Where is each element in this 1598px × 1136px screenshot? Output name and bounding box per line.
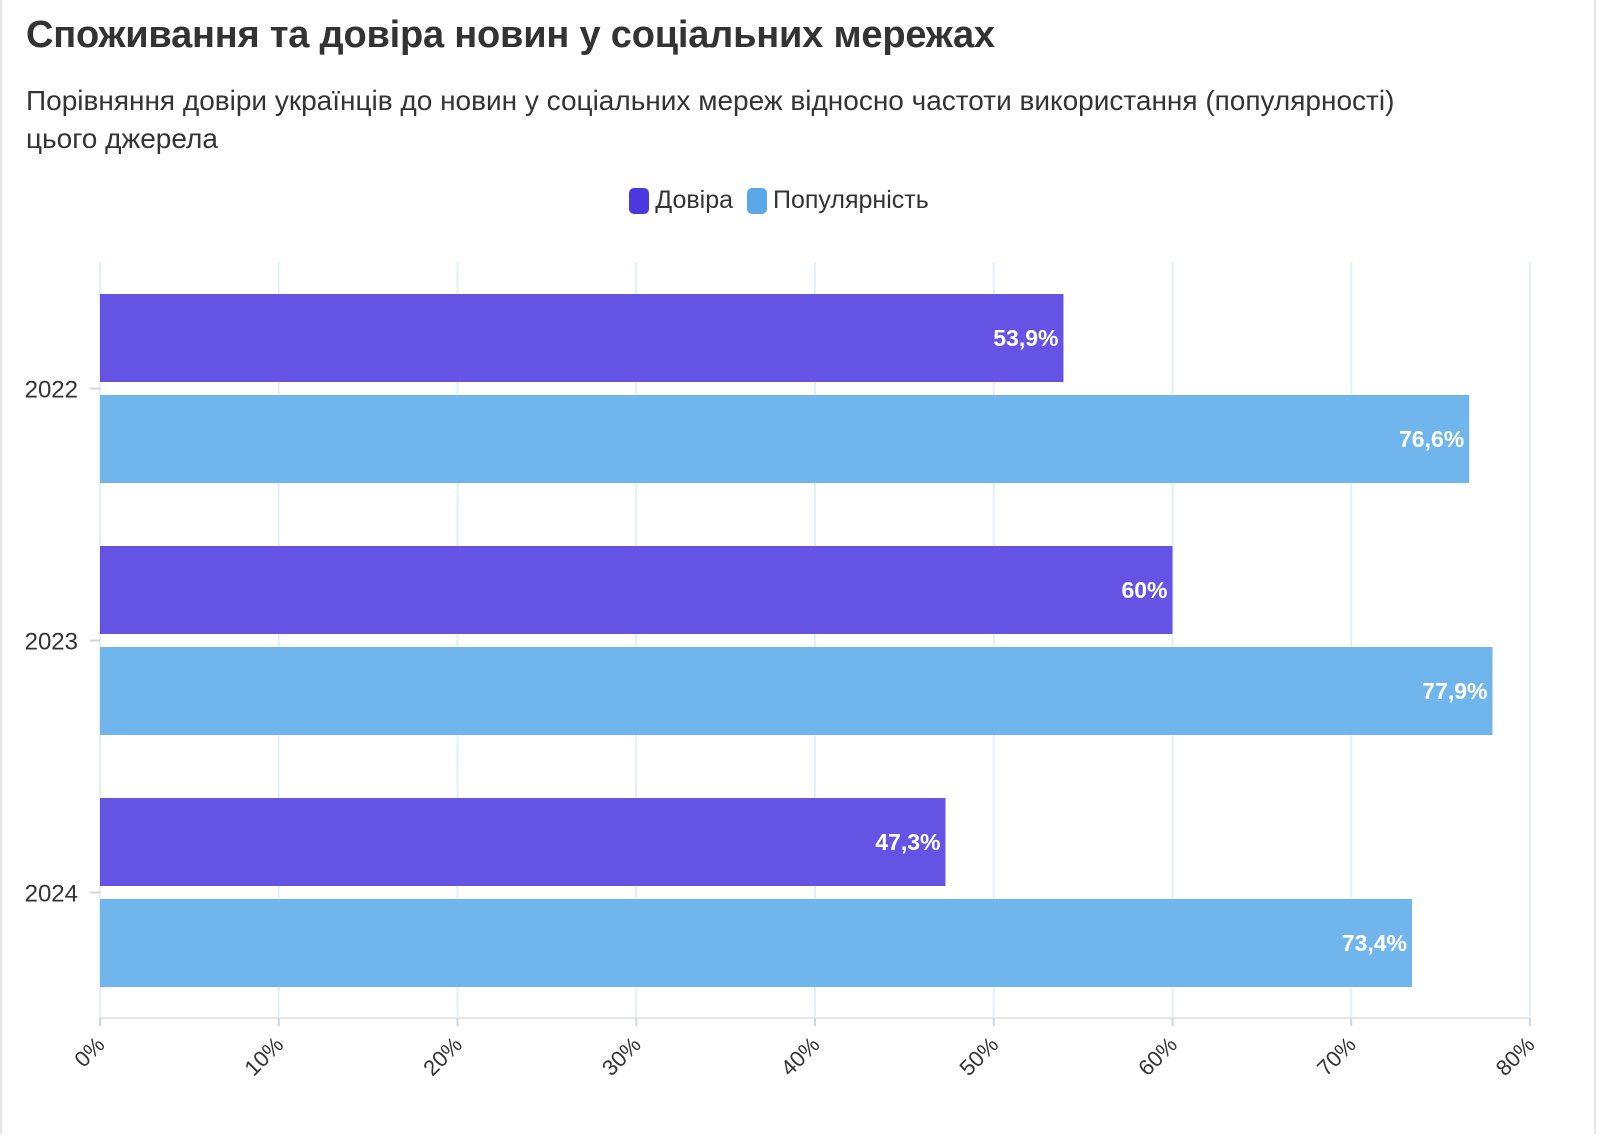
x-tick-label-1: 10% (239, 1032, 288, 1081)
category-label-2023: 2023 (25, 629, 78, 656)
bar-trust-2024 (100, 798, 946, 886)
bar-label-popularity-2024: 73,4% (1342, 930, 1407, 956)
category-label-2024: 2024 (25, 881, 78, 908)
x-tick-label-2: 20% (418, 1032, 467, 1081)
x-tick-label-6: 60% (1133, 1032, 1182, 1081)
legend-label-popularity: Популярність (773, 186, 929, 214)
x-tick-label-0: 0% (69, 1032, 109, 1072)
x-tick-label-7: 70% (1312, 1032, 1361, 1081)
chart-subtitle: Порівняння довіри українців до новин у с… (26, 85, 1395, 154)
x-tick-label-3: 30% (597, 1032, 646, 1081)
legend-item-popularity[interactable]: Популярність (747, 186, 929, 215)
x-tick-label-4: 40% (776, 1032, 825, 1081)
legend-label-trust: Довіра (655, 186, 734, 214)
category-label-2022: 2022 (25, 377, 78, 404)
legend: Довіра Популярність (0, 186, 1598, 215)
legend-swatch-trust (629, 187, 650, 214)
bar-popularity-2022 (100, 395, 1470, 483)
legend-item-trust[interactable]: Довіра (629, 186, 733, 215)
bar-trust-2022 (100, 294, 1064, 382)
bar-label-popularity-2023: 77,9% (1422, 678, 1487, 704)
bar-trust-2023 (100, 546, 1173, 634)
bar-label-popularity-2022: 76,6% (1399, 426, 1464, 452)
legend-swatch-popularity (747, 187, 768, 214)
chart-title: Споживання та довіра новин у соціальних … (26, 14, 995, 56)
x-tick-label-8: 80% (1491, 1032, 1540, 1081)
bar-label-trust-2024: 47,3% (875, 829, 940, 855)
bar-popularity-2023 (100, 647, 1493, 735)
bar-label-trust-2022: 53,9% (993, 325, 1058, 351)
bar-popularity-2024 (100, 899, 1413, 987)
bar-label-trust-2023: 60% (1121, 577, 1167, 603)
x-tick-label-5: 50% (954, 1032, 1003, 1081)
